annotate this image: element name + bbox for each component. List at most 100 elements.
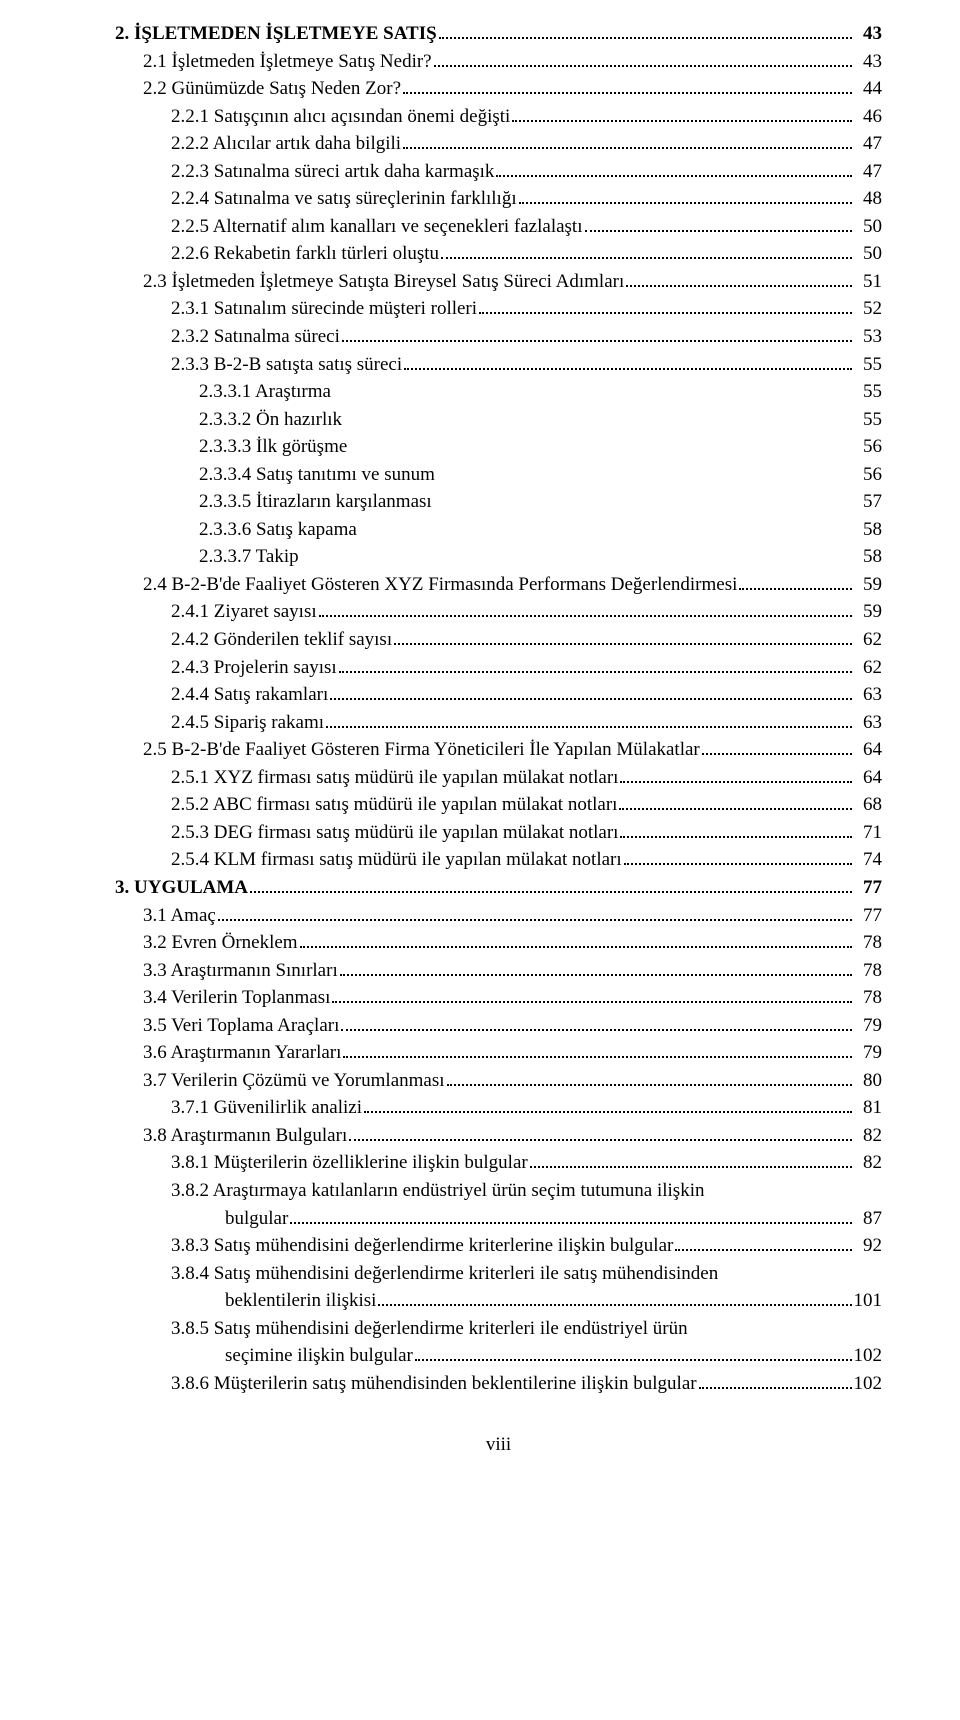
toc-entry-title: 3.6 Araştırmanın Yararları (143, 1039, 341, 1067)
toc-leader-dots (300, 930, 852, 948)
toc-entry-title: 2.3.3.3 İlk görüşme (199, 433, 347, 461)
toc-leader-dots (290, 1205, 852, 1223)
toc-entry-page: 51 (854, 268, 882, 296)
toc-entry-page: 52 (854, 295, 882, 323)
toc-entry: 2.3.3 B-2-B satışta satış süreci55 (115, 351, 882, 379)
toc-entry-page: 81 (854, 1094, 882, 1122)
toc-entry-page: 58 (854, 543, 882, 571)
toc-entry-title: 2.5.1 XYZ firması satış müdürü ile yapıl… (171, 764, 618, 792)
toc-entry: 3.1 Amaç 77 (115, 902, 882, 930)
toc-entry-page: 59 (854, 571, 882, 599)
toc-entry-page: 92 (854, 1232, 882, 1260)
toc-entry-title: 2.5.3 DEG firması satış müdürü ile yapıl… (171, 819, 618, 847)
toc-entry-title: 3.8.2 Araştırmaya katılanların endüstriy… (171, 1177, 704, 1205)
toc-leader-dots (479, 296, 852, 314)
toc-entry-page: 44 (854, 75, 882, 103)
toc-entry: 2.3.3.7 Takip58 (115, 543, 882, 571)
toc-leader-dots (512, 104, 852, 122)
toc-entry: 3.8.1 Müşterilerin özelliklerine ilişkin… (115, 1149, 882, 1177)
toc-entry-title: 2.3.3 B-2-B satışta satış süreci (171, 351, 402, 379)
toc-entry-page: 47 (854, 130, 882, 158)
toc-entry: 2.4.5 Sipariş rakamı63 (115, 709, 882, 737)
toc-leader-dots (626, 269, 852, 287)
toc-entry-title: 3.7 Verilerin Çözümü ve Yorumlanması (143, 1067, 445, 1095)
toc-entry-title: beklentilerin ilişkisi (225, 1287, 376, 1315)
toc-leader-dots (319, 599, 852, 617)
toc-entry: 2.5.1 XYZ firması satış müdürü ile yapıl… (115, 764, 882, 792)
toc-leader-dots (364, 1095, 852, 1113)
toc-entry: 3.6 Araştırmanın Yararları79 (115, 1039, 882, 1067)
toc-entry: 3.2 Evren Örneklem78 (115, 929, 882, 957)
toc-entry: 2.3.3.3 İlk görüşme 56 (115, 433, 882, 461)
toc-leader-dots (340, 957, 852, 975)
toc-entry-title: 3.4 Verilerin Toplanması (143, 984, 330, 1012)
toc-leader-dots (441, 241, 852, 259)
toc-leader-dots (394, 627, 852, 645)
table-of-contents: 2. İŞLETMEDEN İŞLETMEYE SATIŞ432.1 İşlet… (115, 20, 882, 1397)
toc-entry-title: 3.8.3 Satış mühendisini değerlendirme kr… (171, 1232, 673, 1260)
toc-leader-dots (378, 1288, 851, 1306)
toc-entry: 2. İŞLETMEDEN İŞLETMEYE SATIŞ43 (115, 20, 882, 48)
toc-leader-dots (218, 902, 852, 920)
toc-entry-page: 62 (854, 654, 882, 682)
toc-entry-title: 2.3.1 Satınalım sürecinde müşteri roller… (171, 295, 477, 323)
toc-entry: 3. UYGULAMA77 (115, 874, 882, 902)
toc-entry: 2.2.5 Alternatif alım kanalları ve seçen… (115, 213, 882, 241)
toc-entry: 2.4.1 Ziyaret sayısı59 (115, 598, 882, 626)
toc-entry-page: 56 (854, 433, 882, 461)
toc-entry-title: 2.4.3 Projelerin sayısı (171, 654, 337, 682)
toc-entry-title: 2. İŞLETMEDEN İŞLETMEYE SATIŞ (115, 20, 437, 48)
toc-entry-page: 50 (854, 240, 882, 268)
toc-leader-dots (349, 1123, 852, 1141)
toc-entry-title: 3.1 Amaç (143, 902, 216, 930)
toc-entry: 3.8.3 Satış mühendisini değerlendirme kr… (115, 1232, 882, 1260)
toc-entry-page: 43 (854, 48, 882, 76)
toc-entry-page: 102 (854, 1370, 883, 1398)
toc-leader-dots (702, 737, 852, 755)
toc-entry: 2.2.1 Satışçının alıcı açısından önemi d… (115, 103, 882, 131)
toc-entry: 2.4.3 Projelerin sayısı 62 (115, 654, 882, 682)
toc-leader-dots (403, 76, 852, 94)
toc-entry: 2.2 Günümüzde Satış Neden Zor?44 (115, 75, 882, 103)
toc-entry-title: 2.3.3.1 Araştırma (199, 378, 331, 406)
toc-leader-dots (250, 875, 852, 893)
toc-entry-page: 78 (854, 984, 882, 1012)
toc-entry-title: seçimine ilişkin bulgular (225, 1342, 413, 1370)
toc-entry-title: 3.8.6 Müşterilerin satış mühendisinden b… (171, 1370, 697, 1398)
toc-entry-title: 2.5 B-2-B'de Faaliyet Gösteren Firma Yön… (143, 736, 700, 764)
toc-leader-dots (404, 351, 852, 369)
toc-entry-page: 82 (854, 1122, 882, 1150)
toc-entry-page: 82 (854, 1149, 882, 1177)
toc-entry-title: 2.3.2 Satınalma süreci (171, 323, 340, 351)
toc-entry: 2.5.4 KLM firması satış müdürü ile yapıl… (115, 846, 882, 874)
toc-entry-title: 2.2.2 Alıcılar artık daha bilgili (171, 130, 401, 158)
toc-leader-dots (403, 131, 852, 149)
toc-leader-dots (341, 1013, 852, 1031)
toc-entry: 2.2.6 Rekabetin farklı türleri oluştu50 (115, 240, 882, 268)
toc-entry-title: 2.3.3.2 Ön hazırlık (199, 406, 342, 434)
toc-entry-title: 2.4.4 Satış rakamları (171, 681, 328, 709)
toc-entry: 3.3 Araştırmanın Sınırları78 (115, 957, 882, 985)
toc-leader-dots (343, 1040, 852, 1058)
toc-entry-page: 48 (854, 185, 882, 213)
toc-entry: 2.3.3.4 Satış tanıtımı ve sunum56 (115, 461, 882, 489)
toc-entry: 2.3.3.5 İtirazların karşılanması57 (115, 488, 882, 516)
toc-entry: bulgular87 (115, 1205, 882, 1233)
toc-leader-dots (585, 214, 853, 232)
toc-entry-page: 50 (854, 213, 882, 241)
toc-entry-title: 2.2.4 Satınalma ve satış süreçlerinin fa… (171, 185, 517, 213)
toc-entry-page: 87 (854, 1205, 882, 1233)
toc-entry-page: 59 (854, 598, 882, 626)
toc-entry-page: 64 (854, 736, 882, 764)
toc-entry: 3.8.2 Araştırmaya katılanların endüstriy… (115, 1177, 882, 1205)
toc-entry-page: 71 (854, 819, 882, 847)
toc-entry-page: 68 (854, 791, 882, 819)
toc-entry-page: 77 (854, 902, 882, 930)
toc-entry-title: 3.2 Evren Örneklem (143, 929, 298, 957)
toc-entry-title: 2.3 İşletmeden İşletmeye Satışta Bireyse… (143, 268, 624, 296)
toc-entry: 3.7.1 Güvenilirlik analizi81 (115, 1094, 882, 1122)
toc-entry-title: 3.8 Araştırmanın Bulguları (143, 1122, 347, 1150)
toc-entry-page: 58 (854, 516, 882, 544)
toc-entry: 3.8.6 Müşterilerin satış mühendisinden b… (115, 1370, 882, 1398)
toc-entry-page: 56 (854, 461, 882, 489)
